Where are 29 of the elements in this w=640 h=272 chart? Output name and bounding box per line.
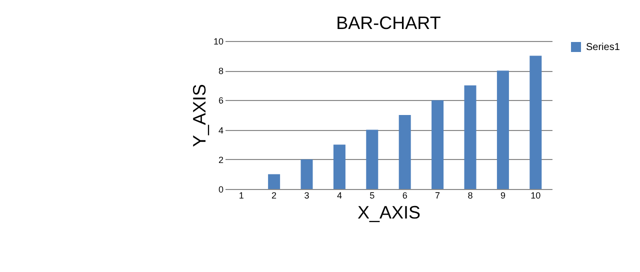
- y-tick-label: 2: [218, 154, 224, 165]
- x-tick-label: 4: [336, 190, 342, 200]
- x-tick-label: 3: [304, 190, 310, 200]
- x-tick-label: 2: [272, 190, 277, 200]
- x-tick-label: 7: [435, 190, 440, 200]
- x-axis-title: X_AXIS: [357, 202, 421, 222]
- bar: [333, 144, 346, 189]
- x-tick-label: 1: [238, 190, 244, 200]
- y-axis-title: Y_AXIS: [189, 84, 210, 148]
- x-tick-label: 10: [530, 190, 541, 200]
- y-tick-label: 0: [218, 184, 224, 194]
- bar: [268, 174, 280, 189]
- bar: [300, 159, 313, 189]
- x-tick-label: 8: [468, 190, 473, 200]
- y-tick-label: 6: [218, 96, 224, 106]
- bar: [496, 70, 509, 189]
- y-tick-label: 10: [213, 36, 224, 46]
- bar: [398, 115, 411, 189]
- y-tick-label: 4: [218, 125, 224, 136]
- x-tick-label: 5: [370, 190, 375, 200]
- x-tick-label: 6: [402, 190, 408, 200]
- bar: [432, 100, 444, 189]
- bar: [530, 56, 542, 189]
- y-tick-label: 8: [218, 66, 224, 76]
- chart-title: BAR-CHART: [336, 13, 441, 33]
- x-tick-label: 9: [500, 190, 506, 200]
- bar: [366, 130, 378, 189]
- legend-label: Series1: [586, 42, 620, 53]
- bar: [464, 85, 476, 189]
